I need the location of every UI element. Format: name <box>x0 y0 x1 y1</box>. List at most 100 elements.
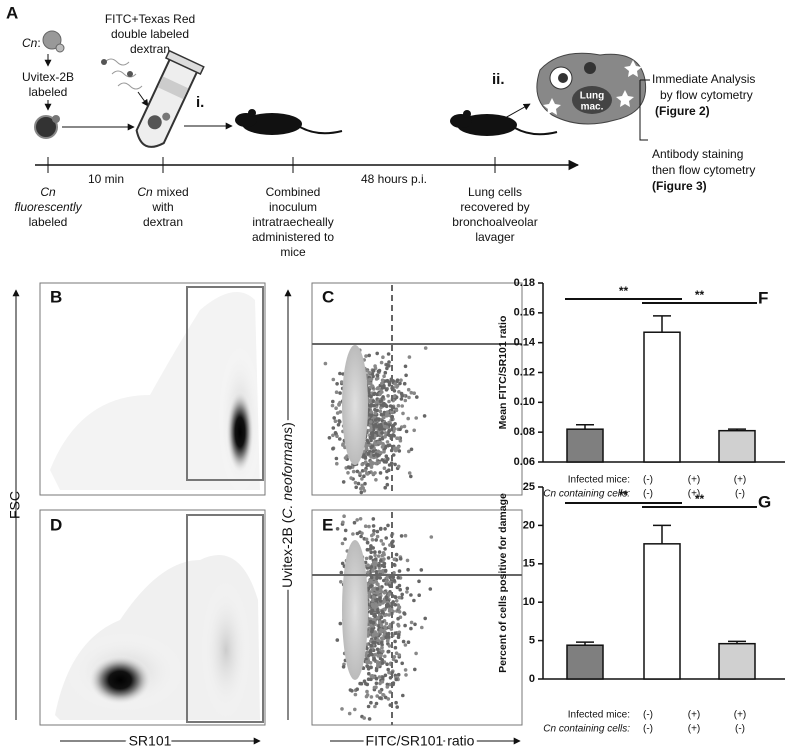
y-axis-label: FSC <box>7 491 23 519</box>
lung-mac-label: Lung <box>580 91 604 102</box>
event-dot <box>415 395 419 399</box>
row-label: Cn containing cells: <box>543 489 630 500</box>
event-dot <box>370 433 375 438</box>
event-dot <box>342 514 346 518</box>
event-dot <box>383 446 388 450</box>
event-dot <box>396 575 401 580</box>
event-dot <box>400 592 405 597</box>
event-dot <box>335 434 339 439</box>
event-dot <box>397 569 402 573</box>
event-dot <box>351 532 355 536</box>
event-dot <box>409 474 413 479</box>
event-dot <box>332 416 337 420</box>
x-axis-label: FITC/SR101 ratio <box>366 733 475 749</box>
event-dot <box>377 460 381 465</box>
event-dot <box>399 378 403 383</box>
event-dot <box>365 547 370 552</box>
event-dot <box>392 655 397 659</box>
event-dot <box>375 591 380 595</box>
event-dot <box>331 433 335 438</box>
event-dot <box>384 536 389 540</box>
event-dot <box>384 388 389 392</box>
event-dot <box>383 547 387 551</box>
mouse-icon <box>235 109 343 135</box>
event-dot <box>376 616 380 620</box>
row-label: Cn containing cells: <box>543 724 630 735</box>
event-dot <box>385 576 389 580</box>
y-tick-label: 10 <box>523 596 535 608</box>
event-dot <box>409 593 413 597</box>
event-dot <box>359 534 363 539</box>
event-dot <box>384 579 389 584</box>
event-dot <box>429 535 434 539</box>
y-axis-label: Percent of cells positive for damage <box>497 493 509 673</box>
event-dot <box>339 380 344 384</box>
event-dot <box>331 399 335 404</box>
y-tick-label: 0.12 <box>514 366 535 378</box>
event-dot <box>412 428 417 433</box>
event-dot <box>379 628 383 632</box>
event-dot <box>373 423 378 427</box>
event-dot <box>371 580 376 585</box>
cell-icon <box>42 30 62 50</box>
event-dot <box>371 569 375 573</box>
error-bar <box>728 428 746 431</box>
bar <box>718 429 756 463</box>
event-dot <box>365 664 369 668</box>
event-dot <box>369 410 374 414</box>
y-tick-label: 5 <box>529 635 535 647</box>
row-value: (-) <box>735 489 745 500</box>
event-dot <box>330 403 335 408</box>
event-dot <box>384 612 389 617</box>
event-dot <box>385 440 390 444</box>
event-dot <box>399 391 404 396</box>
y-tick-label: 0.06 <box>514 456 535 468</box>
event-dot <box>377 563 381 568</box>
event-dot <box>348 465 353 470</box>
event-dot <box>374 570 379 574</box>
event-dot <box>378 596 383 600</box>
event-dot <box>422 414 427 418</box>
event-dot <box>401 693 405 698</box>
event-dot <box>380 620 385 624</box>
event-dot <box>368 665 373 670</box>
bar <box>566 428 604 463</box>
event-dot <box>368 377 372 382</box>
event-dot <box>413 622 417 627</box>
event-dot <box>372 657 377 661</box>
event-dot <box>323 361 328 366</box>
event-dot <box>374 377 379 381</box>
event-dot <box>336 423 341 427</box>
event-dot <box>346 471 350 475</box>
event-dot <box>409 390 414 395</box>
event-dot <box>369 565 374 569</box>
event-dot <box>385 639 390 643</box>
row-value: (+) <box>734 475 747 486</box>
interval-label: 48 hours p.i. <box>361 172 427 186</box>
event-dot <box>382 415 386 420</box>
event-dot <box>370 598 375 603</box>
event-dot <box>379 590 384 594</box>
event-dot <box>338 437 342 441</box>
event-dot <box>407 395 411 400</box>
event-dot <box>382 466 387 471</box>
event-dot <box>394 659 399 663</box>
event-dot <box>360 469 365 473</box>
event-dot <box>331 426 336 430</box>
bar-charts: 0.06 0.08 0.10 0.12 0.14 0.16 0.18 Mean FITC/SR… <box>497 277 785 735</box>
y-tick-label: 0.14 <box>514 337 536 349</box>
event-dot <box>385 632 390 636</box>
event-dot <box>371 595 376 599</box>
event-dot <box>406 416 411 421</box>
event-dot <box>338 371 342 376</box>
timeline-label: Lung cells <box>468 185 522 199</box>
event-dot <box>414 651 418 656</box>
event-dot <box>340 541 345 546</box>
event-dot <box>369 695 374 699</box>
event-dot <box>375 587 380 591</box>
event-dot <box>379 539 384 543</box>
event-dot <box>369 700 373 705</box>
event-dot <box>380 680 385 684</box>
dextran-label: dextran <box>130 42 170 56</box>
cell-icon <box>55 43 65 53</box>
